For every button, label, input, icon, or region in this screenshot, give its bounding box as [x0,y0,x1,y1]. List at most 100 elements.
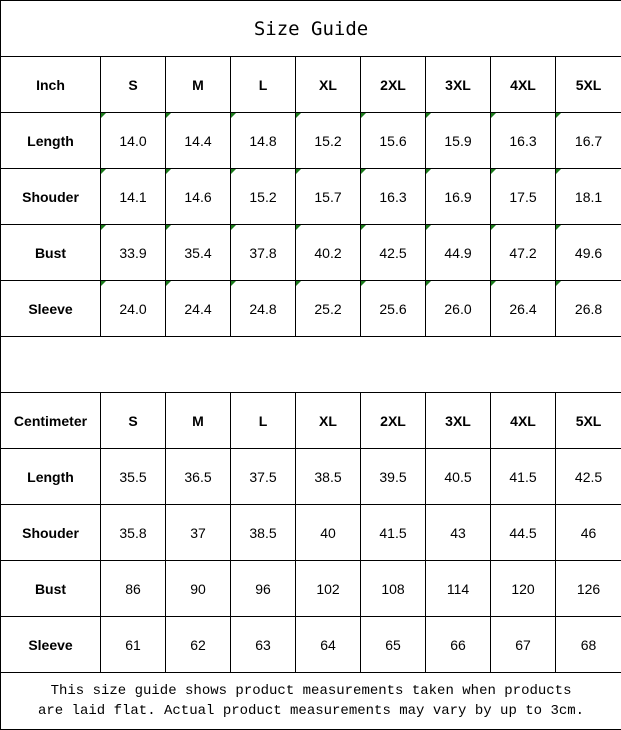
table-cell: 68 [554,616,621,673]
table-cell: 15.2 [230,168,296,225]
table-cell: 43 [425,504,491,561]
table-cell: 40 [295,504,361,561]
table-cell: 41.5 [490,448,556,505]
column-header: 5XL [554,392,621,449]
column-header: 5XL [554,56,621,113]
column-header: XL [295,56,361,113]
column-header: S [100,56,166,113]
table-cell: 15.6 [360,112,426,169]
table-cell: 14.1 [100,168,166,225]
column-header: 2XL [360,56,426,113]
table-cell: 35.8 [100,504,166,561]
table-cell: 33.9 [100,224,166,281]
column-header: 3XL [425,392,491,449]
table-cell: 65 [360,616,426,673]
table-cell: 47.2 [490,224,556,281]
table-row: Shouder 35.8 37 38.5 40 41.5 43 44.5 46 [0,504,621,561]
table-row: Shouder 14.1 14.6 15.2 15.7 16.3 16.9 17.5 18.1 [0,168,621,225]
column-header: Inch [0,56,101,113]
column-header: XL [295,392,361,449]
column-header: M [165,56,231,113]
table-cell: 64 [295,616,361,673]
cm-header-row: Centimeter S M L XL 2XL 3XL 4XL 5XL [0,392,621,449]
table-cell: 62 [165,616,231,673]
table-cell: 39.5 [360,448,426,505]
inch-header-row: Inch S M L XL 2XL 3XL 4XL 5XL [0,56,621,113]
table-cell: 42.5 [554,448,621,505]
table-cell: 38.5 [295,448,361,505]
table-row: Sleeve 61 62 63 64 65 66 67 68 [0,616,621,673]
column-header: S [100,392,166,449]
table-cell: 96 [230,560,296,617]
table-cell: 14.4 [165,112,231,169]
table-cell: 35.5 [100,448,166,505]
table-cell: 49.6 [554,224,621,281]
table-cell: 24.8 [230,280,296,337]
table-cell: 26.0 [425,280,491,337]
table-cell: 38.5 [230,504,296,561]
row-label: Bust [0,224,101,281]
column-header: 4XL [490,392,556,449]
table-cell: 16.9 [425,168,491,225]
table-cell: 16.3 [360,168,426,225]
column-header: Centimeter [0,392,101,449]
table-cell: 46 [554,504,621,561]
footer-line-1: This size guide shows product measuremen… [50,683,572,699]
table-cell: 17.5 [490,168,556,225]
table-cell: 16.3 [490,112,556,169]
table-cell: 14.6 [165,168,231,225]
row-label: Shouder [0,168,101,225]
table-cell: 15.7 [295,168,361,225]
table-cell: 42.5 [360,224,426,281]
table-cell: 37.8 [230,224,296,281]
table-cell: 37.5 [230,448,296,505]
table-cell: 26.4 [490,280,556,337]
row-label: Sleeve [0,616,101,673]
table-cell: 18.1 [554,168,621,225]
footer-line-2: are laid flat. Actual product measuremen… [37,703,585,719]
table-cell: 36.5 [165,448,231,505]
table-cell: 63 [230,616,296,673]
table-row: Bust 33.9 35.4 37.8 40.2 42.5 44.9 47.2 49.6 [0,224,621,281]
table-cell: 35.4 [165,224,231,281]
table-row: Length 35.5 36.5 37.5 38.5 39.5 40.5 41.5 42.5 [0,448,621,505]
table-cell: 126 [554,560,621,617]
row-label: Length [0,112,101,169]
table-cell: 25.6 [360,280,426,337]
table-cell: 24.4 [165,280,231,337]
row-label: Length [0,448,101,505]
row-label: Sleeve [0,280,101,337]
table-cell: 14.8 [230,112,296,169]
table-cell: 120 [490,560,556,617]
table-cell: 67 [490,616,556,673]
column-header: L [230,392,296,449]
table-cell: 24.0 [100,280,166,337]
row-label: Bust [0,560,101,617]
table-row: Length 14.0 14.4 14.8 15.2 15.6 15.9 16.3 16.7 [0,112,621,169]
table-cell: 15.9 [425,112,491,169]
column-header: 4XL [490,56,556,113]
table-cell: 26.8 [554,280,621,337]
table-cell: 66 [425,616,491,673]
column-header: 3XL [425,56,491,113]
table-cell: 44.5 [490,504,556,561]
footer-note: This size guide shows product measuremen… [0,672,621,730]
table-row: Sleeve 24.0 24.4 24.8 25.2 25.6 26.0 26.4 26.8 [0,280,621,337]
column-header: 2XL [360,392,426,449]
table-cell: 102 [295,560,361,617]
spacer-row [0,336,621,393]
table-cell: 61 [100,616,166,673]
table-cell: 37 [165,504,231,561]
page-title: Size Guide [0,0,621,57]
table-cell: 90 [165,560,231,617]
table-cell: 25.2 [295,280,361,337]
table-cell: 86 [100,560,166,617]
table-cell: 14.0 [100,112,166,169]
row-label: Shouder [0,504,101,561]
table-cell: 40.5 [425,448,491,505]
table-cell: 108 [360,560,426,617]
table-cell: 44.9 [425,224,491,281]
table-cell: 15.2 [295,112,361,169]
table-cell: 114 [425,560,491,617]
